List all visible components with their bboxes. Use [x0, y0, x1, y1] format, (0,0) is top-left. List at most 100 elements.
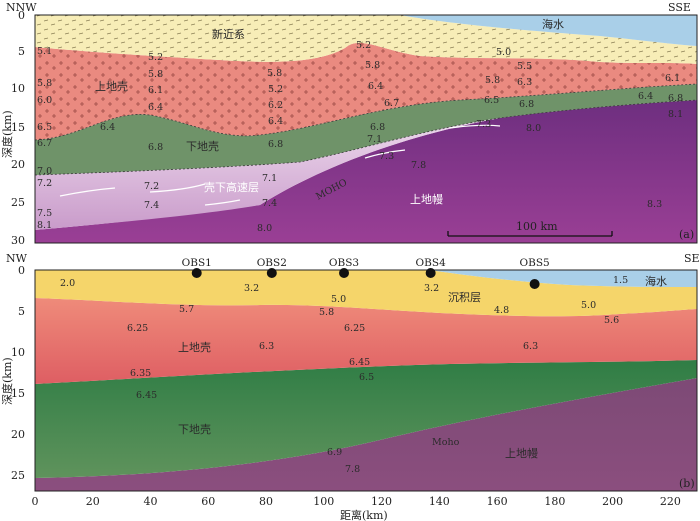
- velocity-label: 5.0: [581, 300, 596, 311]
- velocity-label: 7.3: [379, 151, 394, 162]
- velocity-label: 5.1: [37, 46, 52, 57]
- panel-b-corner-left: NW: [6, 252, 28, 265]
- velocity-label: 8.1: [37, 220, 52, 231]
- panel-b-y-ticks: 0 5 10 15 20 25: [11, 264, 25, 482]
- panel-b-lower-crust: [35, 360, 697, 478]
- velocity-label: 6.9: [327, 447, 342, 458]
- obs-station-marker: [529, 279, 540, 289]
- velocity-label: 5.8: [365, 60, 380, 71]
- velocity-label: 6.3: [517, 77, 532, 88]
- panel-a-conrad-line: [35, 83, 697, 141]
- y-tick: 20: [11, 158, 25, 171]
- x-tick: 80: [259, 495, 273, 508]
- panel-b-zone-moho: Moho: [432, 437, 460, 448]
- velocity-label: 6.3: [259, 341, 274, 352]
- velocity-label: 8.0: [526, 123, 541, 134]
- y-tick: 25: [11, 196, 25, 209]
- velocity-label: 6.25: [344, 323, 365, 334]
- velocity-label: 6.8: [668, 93, 683, 104]
- zone-upper-crust: 上地壳: [95, 79, 128, 93]
- panel-b-zone-upper-crust: 上地壳: [178, 340, 211, 354]
- y-tick: 15: [11, 121, 25, 134]
- x-tick: 0: [32, 495, 39, 508]
- velocity-label: 2.0: [60, 278, 75, 289]
- y-tick: 10: [11, 82, 25, 95]
- x-tick: 60: [201, 495, 215, 508]
- panel-b-velocity-labels: 2.0 3.2 3.2 1.5 5.7 5.0 5.0 5.8 4.8 5.6 …: [60, 275, 628, 475]
- velocity-label: 5.8: [319, 307, 334, 318]
- velocity-label: 3.2: [424, 283, 439, 294]
- panel-a-mantle: [35, 98, 697, 243]
- panel-b-obs-stations: OBS1 OBS2 OBS3 OBS4 OBS5: [182, 257, 550, 289]
- velocity-label: 6.4: [268, 116, 283, 127]
- velocity-label: 5.0: [331, 294, 346, 305]
- y-tick: 10: [11, 346, 25, 359]
- x-tick: 20: [86, 495, 100, 508]
- velocity-label: 6.1: [148, 85, 163, 96]
- x-tick: 160: [487, 495, 508, 508]
- velocity-label: 6.35: [130, 368, 151, 379]
- panel-a-high-velocity-layer: [35, 98, 697, 230]
- panel-b-x-axis-label: 距离(km): [340, 508, 388, 521]
- velocity-label: 6.8: [268, 139, 283, 150]
- panel-a-lower-crust: [35, 84, 697, 175]
- panel-b-sea: [430, 270, 697, 287]
- panel-b-sediment: [35, 270, 697, 317]
- velocity-label: 6.4: [100, 122, 115, 133]
- panel-a-label: (a): [679, 228, 694, 241]
- velocity-label: 7.8: [411, 160, 426, 171]
- velocity-label: 6.5: [359, 372, 374, 383]
- panel-b-mantle: [35, 378, 697, 491]
- velocity-label: 7.2: [37, 178, 52, 189]
- panel-a-frame: [34, 14, 698, 244]
- velocity-label: 6.5: [484, 95, 499, 106]
- velocity-label: 5.8: [485, 75, 500, 86]
- panel-b-zone-sediment: 沉积层: [448, 291, 481, 304]
- arrow-1: [59, 187, 116, 197]
- velocity-label: 7.4: [144, 200, 159, 211]
- obs-station-label: OBS3: [329, 257, 359, 269]
- velocity-label: 6.3: [523, 341, 538, 352]
- velocity-label: 6.1: [665, 73, 680, 84]
- velocity-label: 7.1: [262, 173, 277, 184]
- velocity-label: 8.3: [647, 199, 662, 210]
- panel-b-upper-crust: [35, 298, 697, 384]
- obs-station-marker: [425, 268, 436, 278]
- velocity-label: 6.45: [349, 357, 370, 368]
- velocity-label: 7.4: [262, 198, 277, 209]
- velocity-label: 6.7: [384, 98, 399, 109]
- velocity-label: 5.8: [148, 69, 163, 80]
- panel-b-zone-sea: 海水: [645, 274, 667, 288]
- velocity-label: 4.8: [494, 305, 509, 316]
- obs-station-label: OBS5: [520, 257, 550, 269]
- x-tick: 180: [544, 495, 565, 508]
- obs-station-marker: [191, 268, 202, 278]
- velocity-label: 6.0: [37, 95, 52, 106]
- obs-station-marker: [339, 268, 350, 278]
- panel-a-y-ticks: 0 5 10 15 20 25 30: [11, 9, 25, 247]
- panel-b-label: (b): [679, 477, 695, 490]
- x-tick: 100: [313, 495, 334, 508]
- velocity-label: 5.5: [517, 61, 532, 72]
- y-tick: 5: [18, 305, 25, 318]
- velocity-label: 6.5: [37, 122, 52, 133]
- panel-a-upper-crust: [35, 42, 697, 140]
- velocity-label: 5.2: [268, 84, 283, 95]
- velocity-label: 6.8: [370, 122, 385, 133]
- velocity-label: 6.4: [148, 102, 163, 113]
- velocity-label: 3.2: [244, 283, 259, 294]
- velocity-label: 5.8: [267, 68, 282, 79]
- velocity-label: 7.1: [367, 134, 382, 145]
- y-tick: 20: [11, 428, 25, 441]
- y-tick: 0: [18, 264, 25, 277]
- velocity-label: 7.5: [37, 208, 52, 219]
- velocity-label: 6.4: [368, 81, 383, 92]
- panel-b-zone-lower-crust: 下地壳: [178, 422, 211, 436]
- arrow-5: [449, 124, 501, 129]
- velocity-label: 5.2: [148, 52, 163, 63]
- arrow-4: [364, 149, 406, 159]
- arrow-2: [149, 183, 206, 193]
- panel-b-x-ticks: 0 20 40 60 80 100 120 140 160 180 200 220: [32, 495, 681, 508]
- x-tick: 200: [602, 495, 623, 508]
- velocity-label: 1.5: [613, 275, 628, 286]
